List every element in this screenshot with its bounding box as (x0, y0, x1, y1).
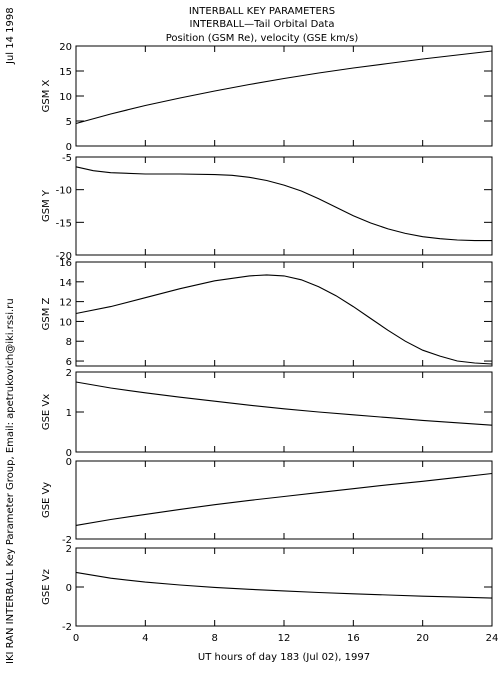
panel-frame (75, 156, 493, 256)
credit-line: IKI RAN INTERBALL Key Parameter Group, E… (5, 298, 16, 664)
y-tick-label: -2 (62, 535, 72, 546)
y-tick-label: 0 (66, 583, 72, 594)
panel-frame (75, 547, 493, 627)
panel-3: 0 1 2 GSE Vx (41, 368, 493, 459)
y-tick-label: 12 (59, 298, 72, 309)
date-stamp: Jul 14 1998 (5, 7, 16, 65)
y-tick-label: 1 (66, 408, 72, 419)
panel-1: -20 -15 -10 -5 GSM Y (41, 153, 493, 262)
x-tick-label: 24 (486, 633, 499, 644)
panel-frame (75, 460, 493, 540)
y-tick-label: -5 (62, 153, 72, 164)
panel-2: 6 8 10 12 14 16 GSM Z (41, 258, 493, 368)
series-line (75, 274, 493, 365)
y-tick-label: 14 (59, 278, 72, 289)
y-tick-label: 2 (66, 544, 72, 555)
panel-frame (75, 261, 493, 367)
series-line (75, 571, 493, 599)
x-tick-label: 12 (278, 633, 291, 644)
x-tick-label: 20 (416, 633, 429, 644)
y-tick-label: 15 (59, 67, 72, 78)
panel-frame (75, 45, 493, 147)
x-axis-label: UT hours of day 183 (Jul 02), 1997 (198, 652, 370, 663)
series-line (75, 472, 493, 526)
panel-4: -2 0 GSE Vy (41, 457, 493, 546)
y-tick-label: 10 (59, 317, 72, 328)
title-line-3: Position (GSM Re), velocity (GSE km/s) (166, 33, 359, 44)
y-axis-label: GSM Z (41, 297, 52, 330)
y-tick-label: 8 (66, 337, 72, 348)
x-tick-label: 8 (211, 633, 217, 644)
y-tick-label: 10 (59, 92, 72, 103)
y-tick-label: 2 (66, 368, 72, 379)
y-tick-label: 5 (66, 117, 72, 128)
title-line-1: INTERBALL KEY PARAMETERS (189, 6, 335, 17)
y-tick-label: 0 (66, 457, 72, 468)
y-tick-label: 0 (66, 448, 72, 459)
title-line-2: INTERBALL—Tail Orbital Data (190, 19, 335, 30)
x-tick-label: 0 (73, 633, 79, 644)
y-tick-label: 16 (59, 258, 72, 269)
panel-5: -2 0 2 GSE Vz (41, 544, 493, 633)
y-tick-label: 6 (66, 357, 72, 368)
y-tick-label: -10 (56, 186, 72, 197)
y-tick-label: 0 (66, 142, 72, 153)
y-tick-label: -20 (56, 251, 72, 262)
x-tick-label: 16 (347, 633, 360, 644)
y-axis-label: GSE Vz (41, 569, 52, 605)
y-axis-label: GSE Vx (41, 394, 52, 430)
y-axis-label: GSM Y (41, 189, 52, 222)
y-axis-label: GSM X (41, 79, 52, 112)
y-axis-label: GSE Vy (41, 482, 52, 518)
panel-0: 0 5 10 15 20 GSM X (41, 42, 493, 153)
y-tick-label: -2 (62, 622, 72, 633)
y-tick-label: 20 (59, 42, 72, 53)
x-tick-label: 4 (142, 633, 148, 644)
series-line (75, 50, 493, 125)
panel-frame (75, 371, 493, 453)
series-line (75, 166, 492, 242)
y-tick-label: -15 (56, 218, 72, 229)
series-line (75, 381, 493, 426)
